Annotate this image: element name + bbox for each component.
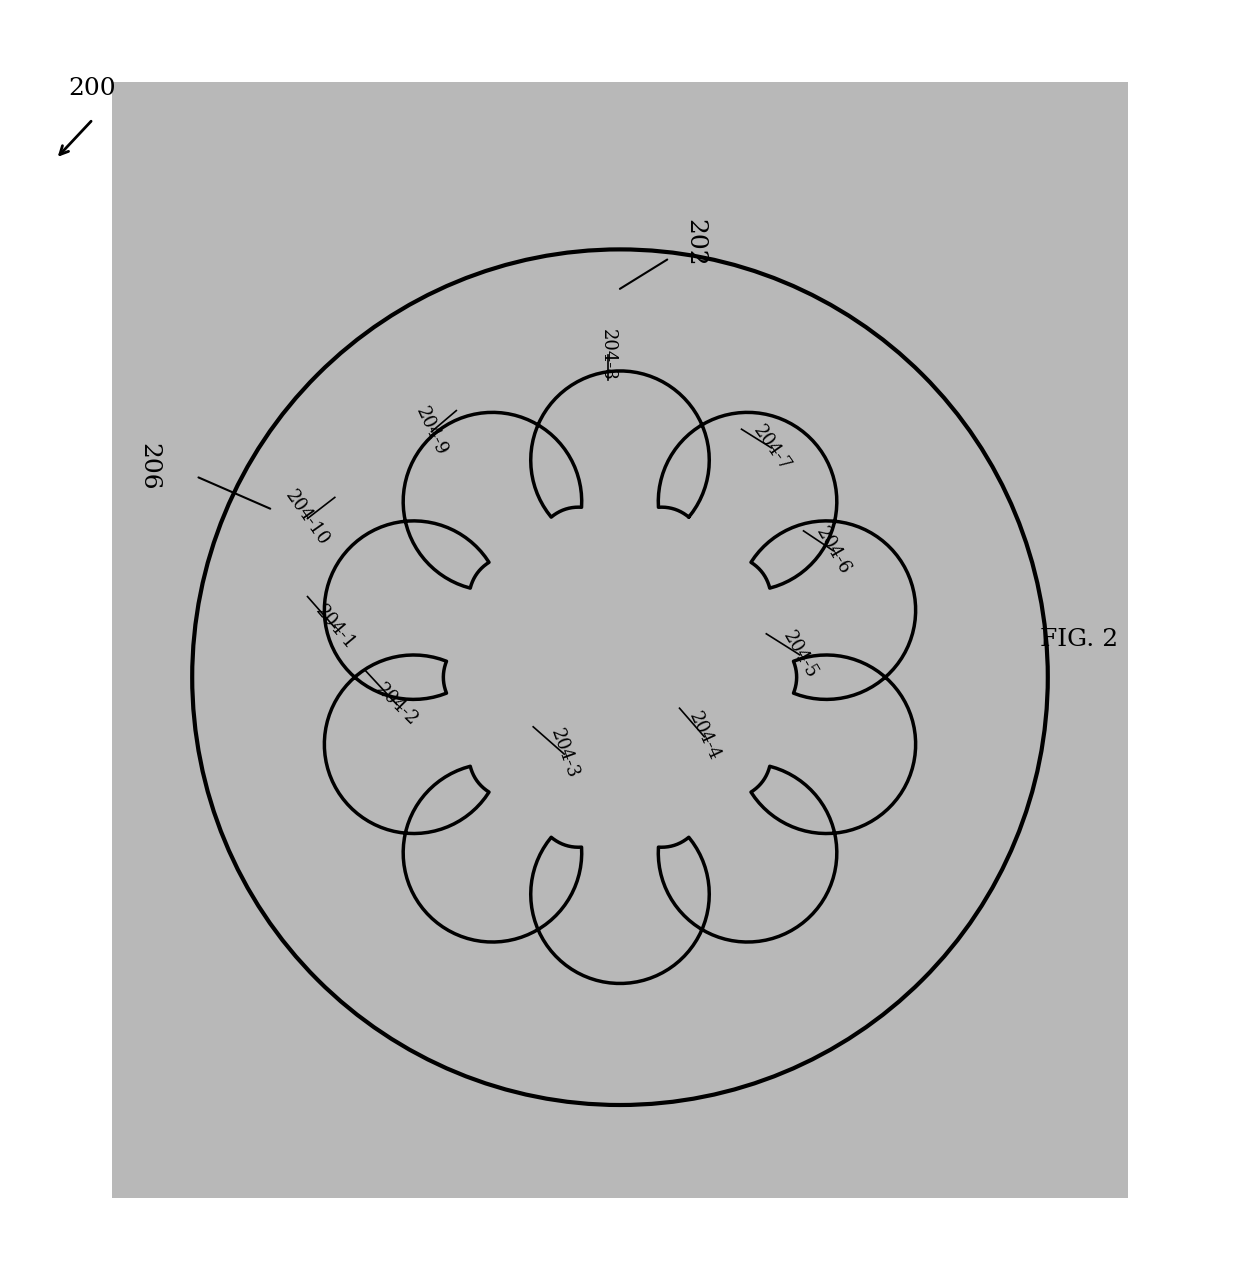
Text: 204-6: 204-6 bbox=[812, 524, 854, 577]
Text: 204-9: 204-9 bbox=[413, 404, 450, 460]
Text: 204-8: 204-8 bbox=[599, 329, 616, 380]
Text: FIG. 2: FIG. 2 bbox=[1039, 628, 1118, 652]
Bar bbox=[112, 82, 1128, 1198]
Text: 200: 200 bbox=[68, 77, 115, 100]
Text: 204-3: 204-3 bbox=[547, 727, 582, 782]
Text: 202: 202 bbox=[683, 219, 706, 268]
Text: 204-10: 204-10 bbox=[281, 488, 334, 549]
Text: 204-5: 204-5 bbox=[779, 628, 821, 682]
Text: 204-1: 204-1 bbox=[311, 602, 358, 653]
Text: 204-2: 204-2 bbox=[372, 680, 422, 730]
Text: 204-7: 204-7 bbox=[749, 421, 794, 474]
Text: 206: 206 bbox=[138, 443, 160, 490]
Text: 204-4: 204-4 bbox=[686, 709, 723, 764]
